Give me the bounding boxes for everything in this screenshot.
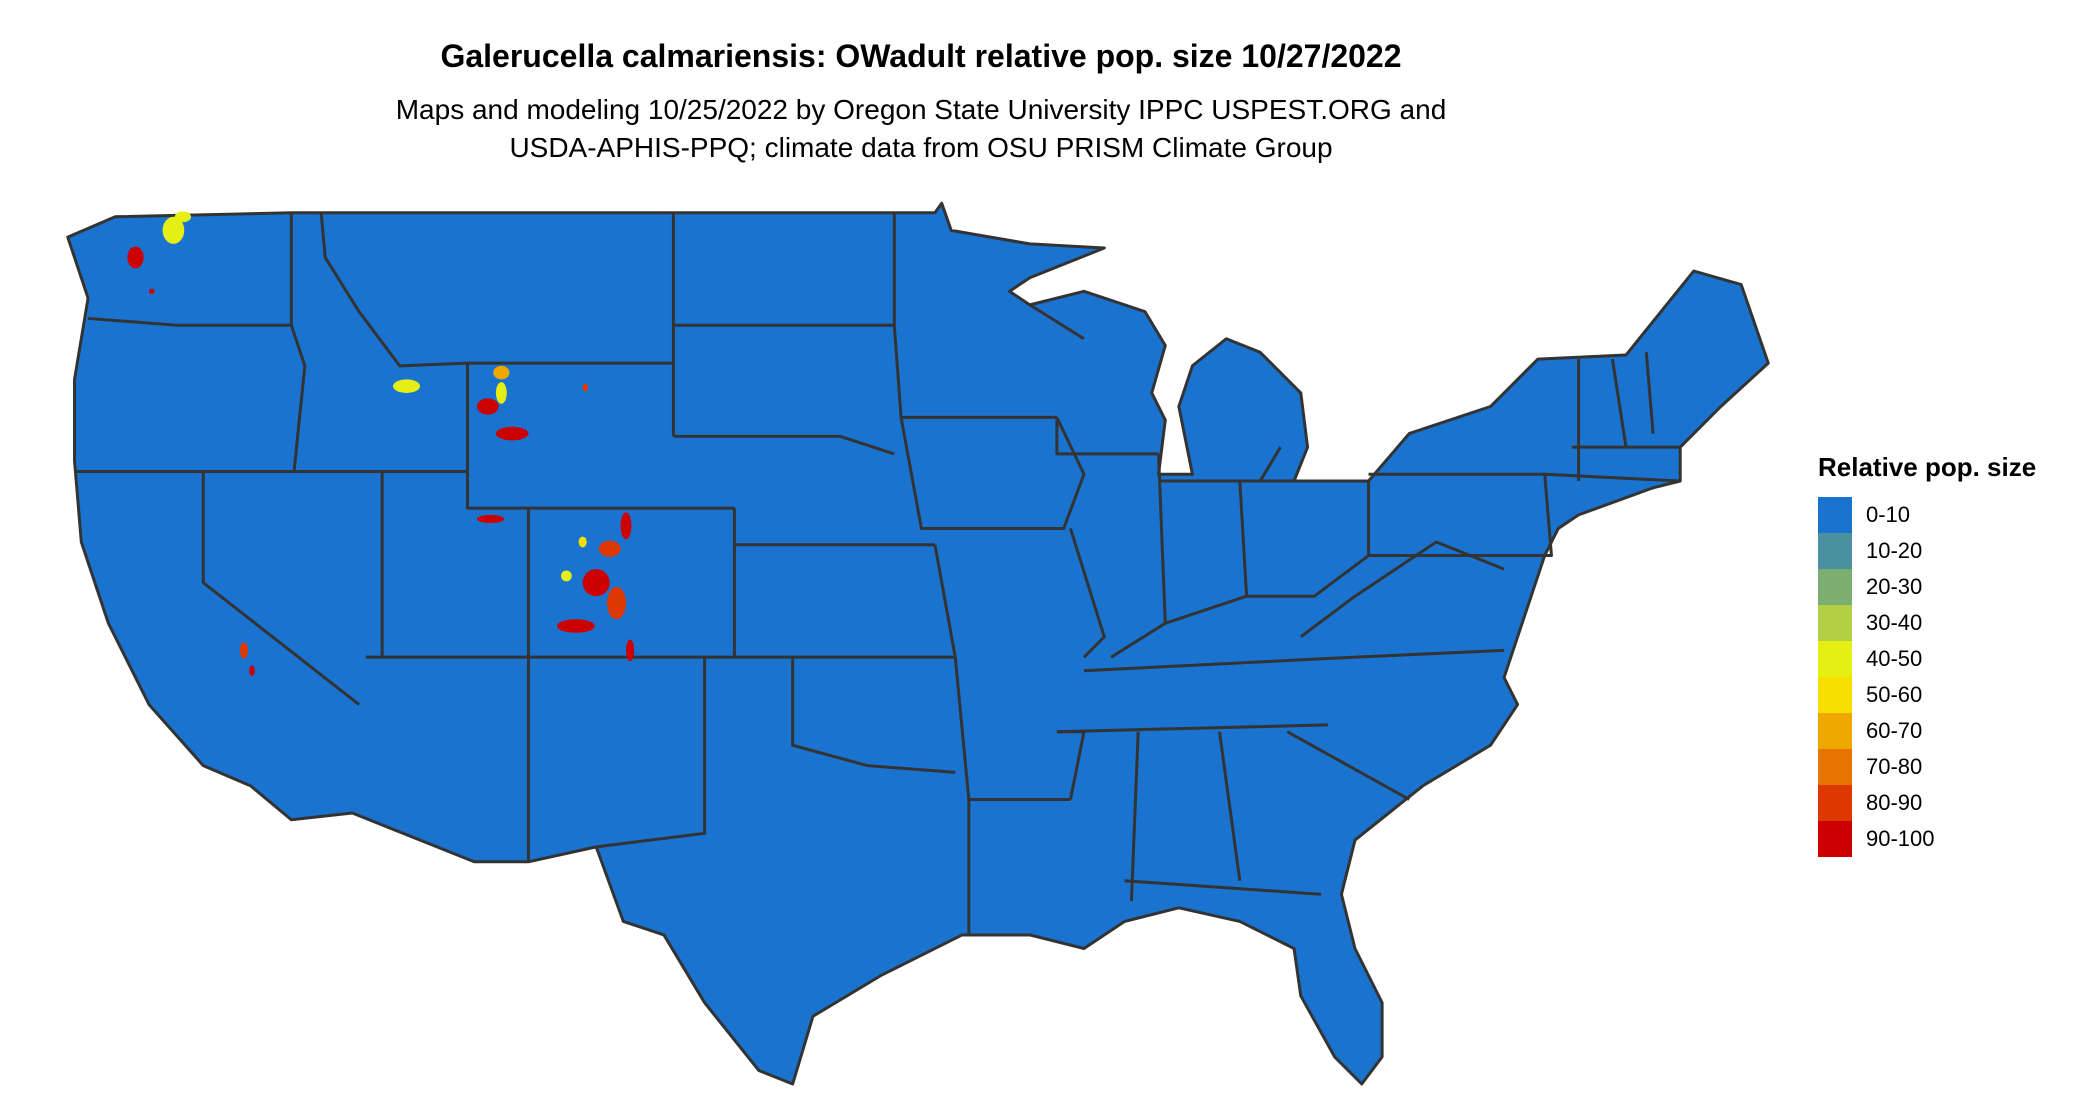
legend-label: 30-40 bbox=[1866, 610, 1923, 635]
legend-swatch bbox=[1818, 533, 1852, 569]
legend-item: 90-100 bbox=[1818, 821, 2036, 857]
state-border bbox=[1083, 655, 1356, 673]
legend-title: Relative pop. size bbox=[1818, 452, 2037, 482]
legend-label: 80-90 bbox=[1866, 790, 1923, 815]
legend-item: 70-80 bbox=[1818, 749, 2036, 785]
population-patch bbox=[476, 514, 505, 524]
population-patch bbox=[582, 383, 589, 392]
legend-swatch bbox=[1818, 785, 1852, 821]
population-patch bbox=[560, 570, 572, 582]
population-patch bbox=[162, 216, 185, 244]
legend-item: 20-30 bbox=[1818, 569, 2036, 605]
population-patch bbox=[239, 642, 248, 659]
state-border bbox=[1218, 731, 1242, 881]
population-patch bbox=[127, 246, 144, 269]
state-border bbox=[1129, 731, 1140, 902]
population-patch bbox=[620, 512, 632, 540]
state-border bbox=[1158, 479, 1249, 625]
legend-label: 90-100 bbox=[1866, 826, 1935, 851]
state-borders bbox=[74, 212, 1681, 935]
legend-label: 0-10 bbox=[1866, 502, 1911, 527]
legend-swatch bbox=[1818, 569, 1852, 605]
legend-item: 50-60 bbox=[1818, 677, 2036, 713]
state-border bbox=[465, 363, 735, 510]
state-border bbox=[791, 657, 956, 774]
legend-item: 30-40 bbox=[1818, 605, 2036, 641]
legend-swatch bbox=[1818, 641, 1852, 677]
legend-label: 20-30 bbox=[1866, 574, 1923, 599]
state-border bbox=[892, 212, 1057, 419]
legend-label: 50-60 bbox=[1866, 682, 1923, 707]
population-patch bbox=[392, 379, 421, 393]
state-border bbox=[1286, 730, 1410, 801]
legend-item: 40-50 bbox=[1818, 641, 2036, 677]
state-border bbox=[1258, 446, 1282, 482]
state-border bbox=[1069, 528, 1106, 659]
population-patch bbox=[249, 665, 255, 677]
us-outline bbox=[66, 201, 1770, 1086]
map-title: Galerucella calmariensis: OWadult relati… bbox=[440, 38, 1402, 74]
population-patch bbox=[598, 540, 621, 557]
state-border bbox=[201, 471, 360, 706]
legend-item: 0-10 bbox=[1818, 497, 2036, 533]
legend-swatch bbox=[1818, 497, 1852, 533]
legend-label: 60-70 bbox=[1866, 718, 1923, 743]
legend-label: 10-20 bbox=[1866, 538, 1923, 563]
state-border bbox=[1368, 472, 1553, 558]
legend-swatch bbox=[1818, 713, 1852, 749]
state-border bbox=[1354, 648, 1505, 659]
population-patch bbox=[626, 639, 635, 662]
state-border bbox=[87, 316, 292, 327]
high-population-patches bbox=[127, 211, 635, 677]
legend-item: 60-70 bbox=[1818, 713, 2036, 749]
state-border bbox=[1029, 303, 1085, 341]
population-patch bbox=[556, 619, 595, 633]
legend-item: 10-20 bbox=[1818, 533, 2036, 569]
population-patch bbox=[149, 288, 155, 295]
state-border bbox=[289, 212, 307, 472]
legend-label: 40-50 bbox=[1866, 646, 1923, 671]
legend: Relative pop. size 0-10 10-20 20-30 30-40 40… bbox=[1818, 452, 2036, 857]
state-border bbox=[319, 212, 468, 368]
population-patch bbox=[607, 586, 627, 620]
state-border bbox=[596, 657, 707, 849]
state-border bbox=[1056, 730, 1086, 800]
state-border bbox=[933, 544, 957, 658]
legend-label: 70-80 bbox=[1866, 754, 1923, 779]
population-patch bbox=[174, 211, 192, 223]
state-border bbox=[1056, 723, 1328, 734]
state-border bbox=[1124, 879, 1322, 896]
state-border bbox=[1544, 472, 1681, 483]
population-patch bbox=[493, 365, 510, 380]
population-patch bbox=[578, 536, 587, 548]
legend-swatch bbox=[1818, 749, 1852, 785]
legend-swatch bbox=[1818, 677, 1852, 713]
legend-swatch bbox=[1818, 605, 1852, 641]
population-patch bbox=[476, 398, 499, 415]
state-border bbox=[1644, 352, 1655, 434]
state-border bbox=[1055, 417, 1159, 456]
population-patch bbox=[495, 426, 529, 441]
map-subtitle-line-2: USDA-APHIS-PPQ; climate data from OSU PR… bbox=[509, 132, 1333, 163]
legend-item: 80-90 bbox=[1818, 785, 2036, 821]
state-border bbox=[673, 434, 895, 456]
state-border bbox=[1610, 358, 1628, 448]
population-patch bbox=[582, 569, 610, 597]
population-patch bbox=[495, 382, 507, 404]
legend-swatch bbox=[1818, 821, 1852, 857]
map-subtitle-line-1: Maps and modeling 10/25/2022 by Oregon S… bbox=[395, 94, 1447, 125]
